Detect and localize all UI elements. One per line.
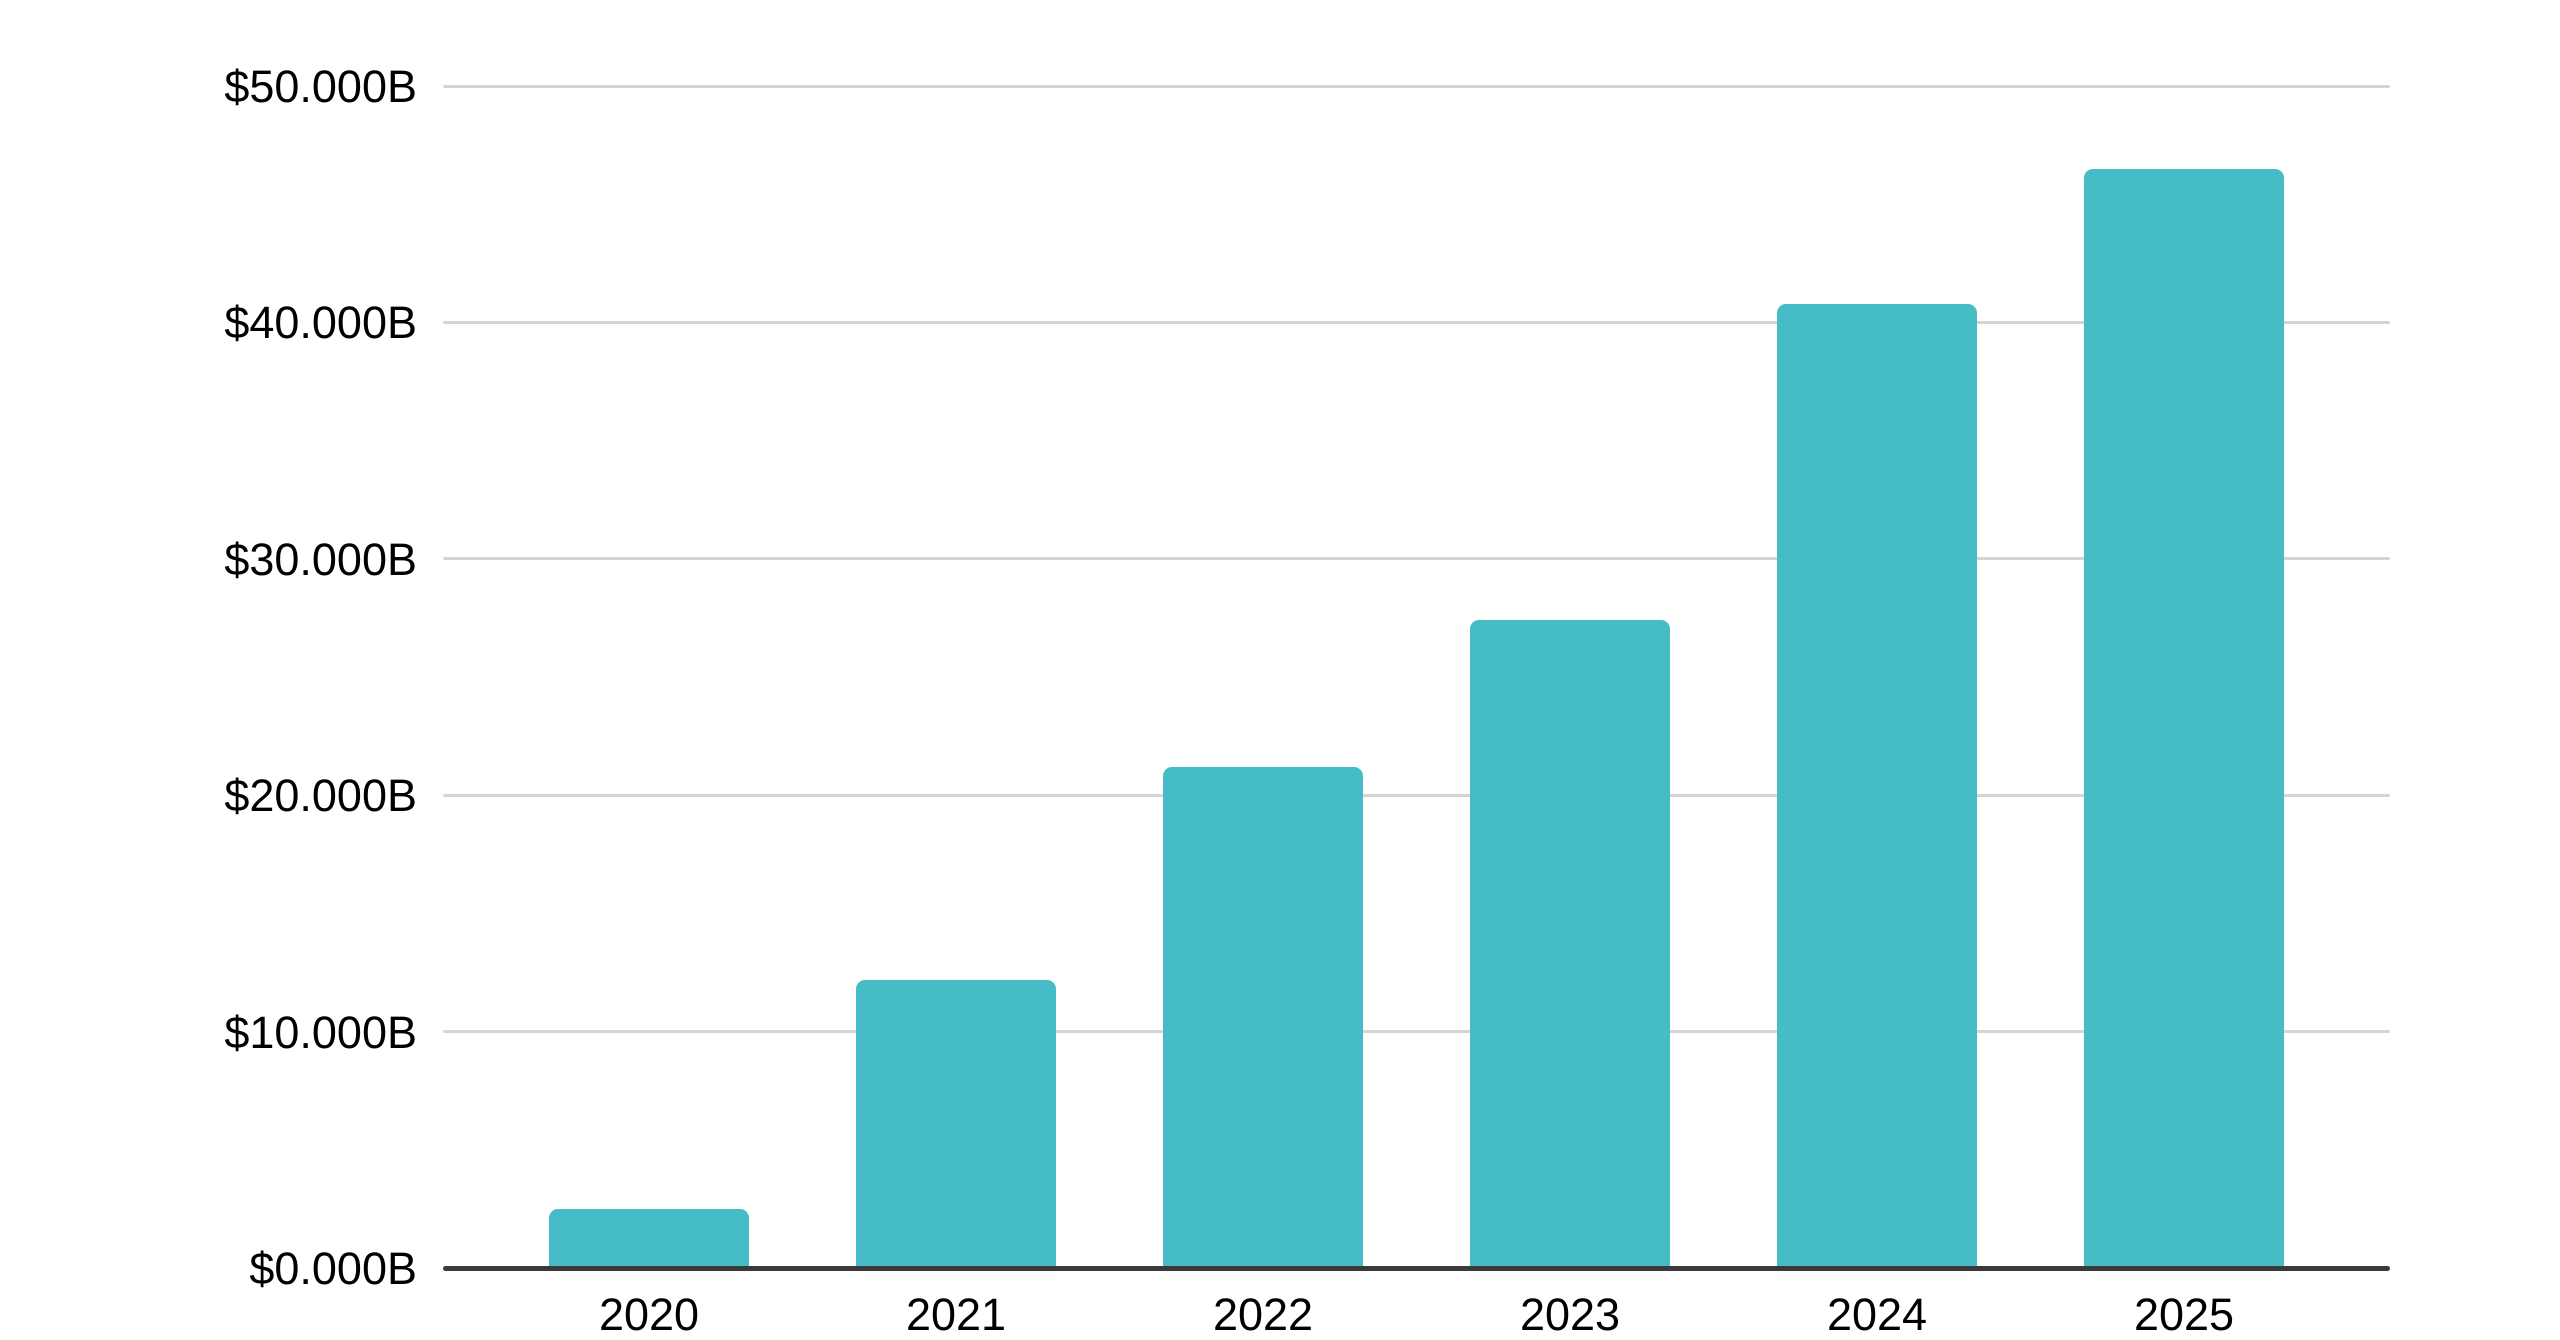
x-axis-tick-label: 2023: [1519, 1289, 1621, 1340]
x-axis-tick-label: 2022: [1212, 1289, 1314, 1340]
bar-2023: [1470, 620, 1670, 1268]
x-axis-line: [443, 1266, 2390, 1271]
y-axis-tick-label: $50.000B: [224, 61, 417, 112]
plot-area: [443, 84, 2390, 1268]
gridline-40B: [443, 320, 2390, 324]
y-axis-tick-label: $30.000B: [224, 533, 417, 585]
x-axis-tick-label: 2025: [2133, 1289, 2235, 1340]
x-axis-tick-label: 2020: [598, 1289, 700, 1340]
y-axis-tick-label: $40.000B: [224, 297, 417, 349]
gridline-10B: [443, 1030, 2390, 1034]
bar-2024: [1777, 303, 1977, 1268]
gridline-50B: [443, 84, 2390, 88]
y-axis-tick-label: $10.000B: [224, 1006, 417, 1058]
bar-2025: [2084, 168, 2284, 1268]
y-axis-tick-label: $0.000B: [249, 1243, 417, 1294]
gridline-20B: [443, 793, 2390, 797]
x-axis-tick-label: 2024: [1826, 1289, 1928, 1340]
bar-2020: [549, 1208, 749, 1268]
bar-2021: [856, 979, 1056, 1268]
bar-2022: [1163, 766, 1363, 1268]
gridline-30B: [443, 557, 2390, 561]
y-axis-tick-label: $20.000B: [224, 770, 417, 822]
x-axis-tick-label: 2021: [905, 1289, 1007, 1340]
